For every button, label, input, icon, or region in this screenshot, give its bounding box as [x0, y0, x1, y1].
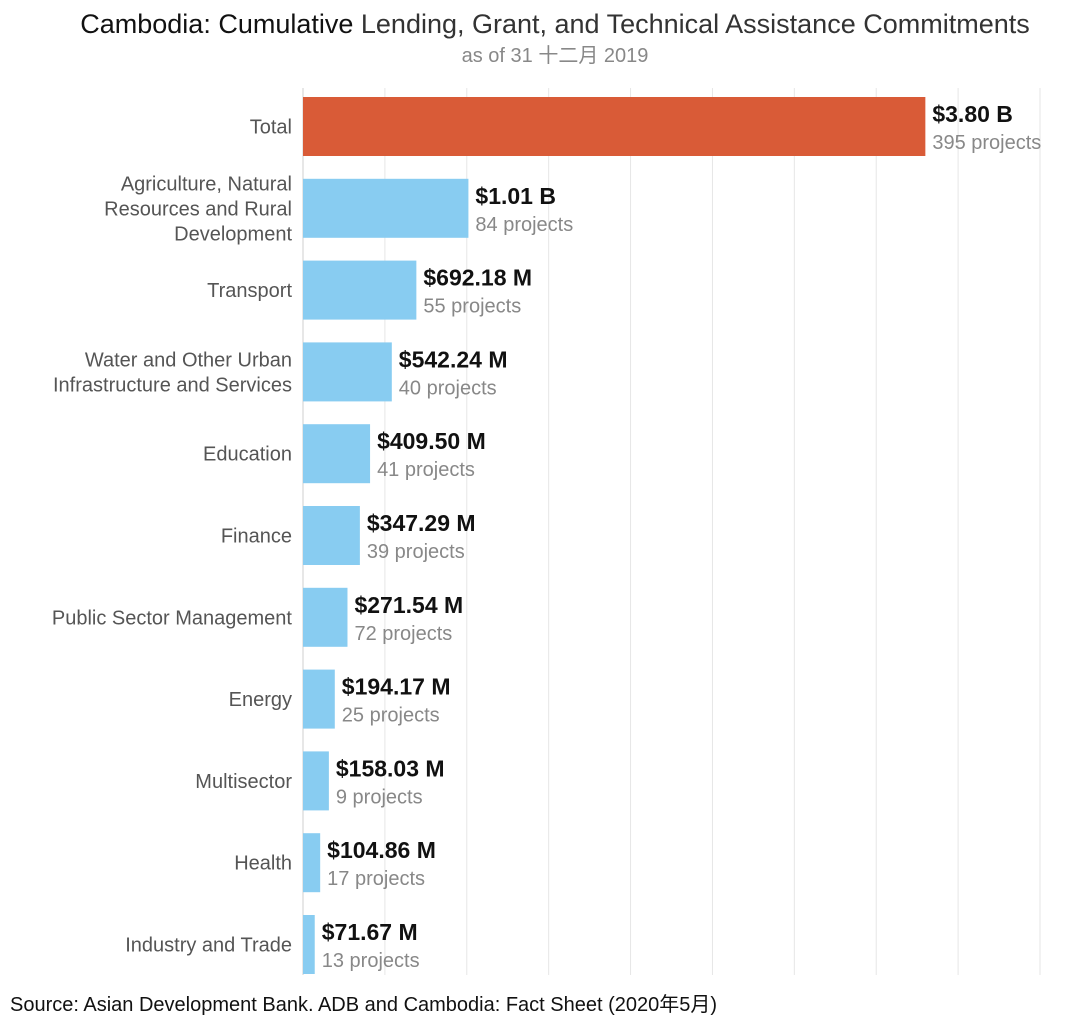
category-label: Finance	[221, 526, 292, 548]
category-label: Energy	[229, 689, 292, 711]
category-label: Transport	[207, 280, 292, 302]
bar	[303, 915, 315, 974]
projects-label: 17 projects	[327, 868, 425, 890]
projects-label: 84 projects	[475, 214, 573, 236]
value-label: $104.86 M	[327, 837, 436, 863]
bar	[303, 506, 360, 565]
value-label: $71.67 M	[322, 919, 418, 945]
category-label: Multisector	[195, 771, 292, 793]
category-label: Agriculture, Natural Resources and Rural D…	[104, 173, 292, 245]
labels: Total $3.80 B 395 projects Agriculture, Nat…	[52, 101, 1041, 972]
projects-label: 41 projects	[377, 459, 475, 481]
chart-source: Source: Asian Development Bank. ADB and …	[10, 994, 718, 1016]
value-label: $692.18 M	[423, 265, 532, 291]
bar	[303, 424, 371, 484]
bar	[303, 178, 469, 238]
category-label: Industry and Trade	[125, 935, 292, 957]
category-label: Education	[203, 444, 292, 466]
bar	[303, 587, 348, 647]
value-label: $158.03 M	[336, 755, 445, 781]
projects-label: 395 projects	[932, 132, 1041, 154]
bar	[303, 97, 926, 156]
category-label: Water and Other Urban Infrastructure and …	[53, 349, 292, 396]
value-label: $1.01 B	[475, 183, 556, 209]
projects-label: 40 projects	[399, 377, 497, 399]
category-label: Public Sector Management	[52, 607, 293, 629]
chart-title-part1: Cambodia: Cumulative	[80, 9, 354, 39]
chart-title-part2: Lending, Grant, and Technical Assistance…	[360, 9, 1030, 39]
projects-label: 13 projects	[322, 950, 420, 972]
bar	[303, 342, 392, 402]
value-label: $409.50 M	[377, 428, 486, 454]
projects-label: 9 projects	[336, 786, 423, 808]
value-label: $271.54 M	[354, 592, 463, 618]
projects-label: 39 projects	[367, 541, 465, 563]
bars	[303, 97, 926, 974]
category-label: Health	[234, 853, 292, 875]
bar-chart: Total $3.80 B 395 projects Agriculture, Nat…	[52, 88, 1041, 975]
value-label: $542.24 M	[399, 346, 508, 372]
bar	[303, 833, 321, 893]
value-label: $194.17 M	[342, 674, 451, 700]
projects-label: 72 projects	[354, 623, 452, 645]
value-label: $3.80 B	[932, 101, 1013, 127]
projects-label: 25 projects	[342, 705, 440, 727]
bar	[303, 260, 417, 320]
bar	[303, 669, 335, 729]
category-label: Total	[250, 117, 292, 139]
bar	[303, 751, 329, 811]
value-label: $347.29 M	[367, 510, 476, 536]
chart-title: Cambodia: Cumulative Lending, Grant, and…	[0, 6, 1080, 42]
chart-subtitle: as of 31 十二月 2019	[461, 45, 649, 67]
projects-label: 55 projects	[423, 296, 521, 318]
